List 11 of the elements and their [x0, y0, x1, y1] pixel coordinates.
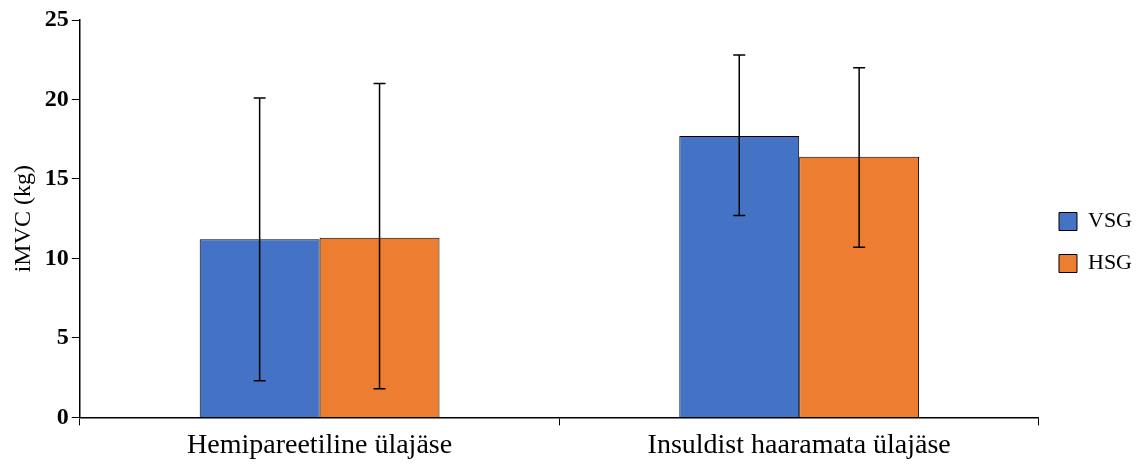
y-tick-label: 15 [44, 164, 69, 191]
y-axis-title: iMVC (kg) [8, 165, 35, 273]
x-tick-label: Insuldist haaramata ülajäse [647, 427, 951, 459]
y-tick-label: 0 [56, 402, 69, 429]
x-tick-label: Hemipareetiline ülajäse [187, 427, 453, 459]
y-tick-label: 5 [56, 323, 69, 350]
legend-label: HSG [1087, 249, 1133, 275]
legend-label: VSG [1087, 207, 1133, 233]
y-tick-label: 20 [44, 84, 69, 111]
y-tick-label: 10 [44, 243, 69, 270]
y-tick-label: 25 [44, 5, 69, 32]
